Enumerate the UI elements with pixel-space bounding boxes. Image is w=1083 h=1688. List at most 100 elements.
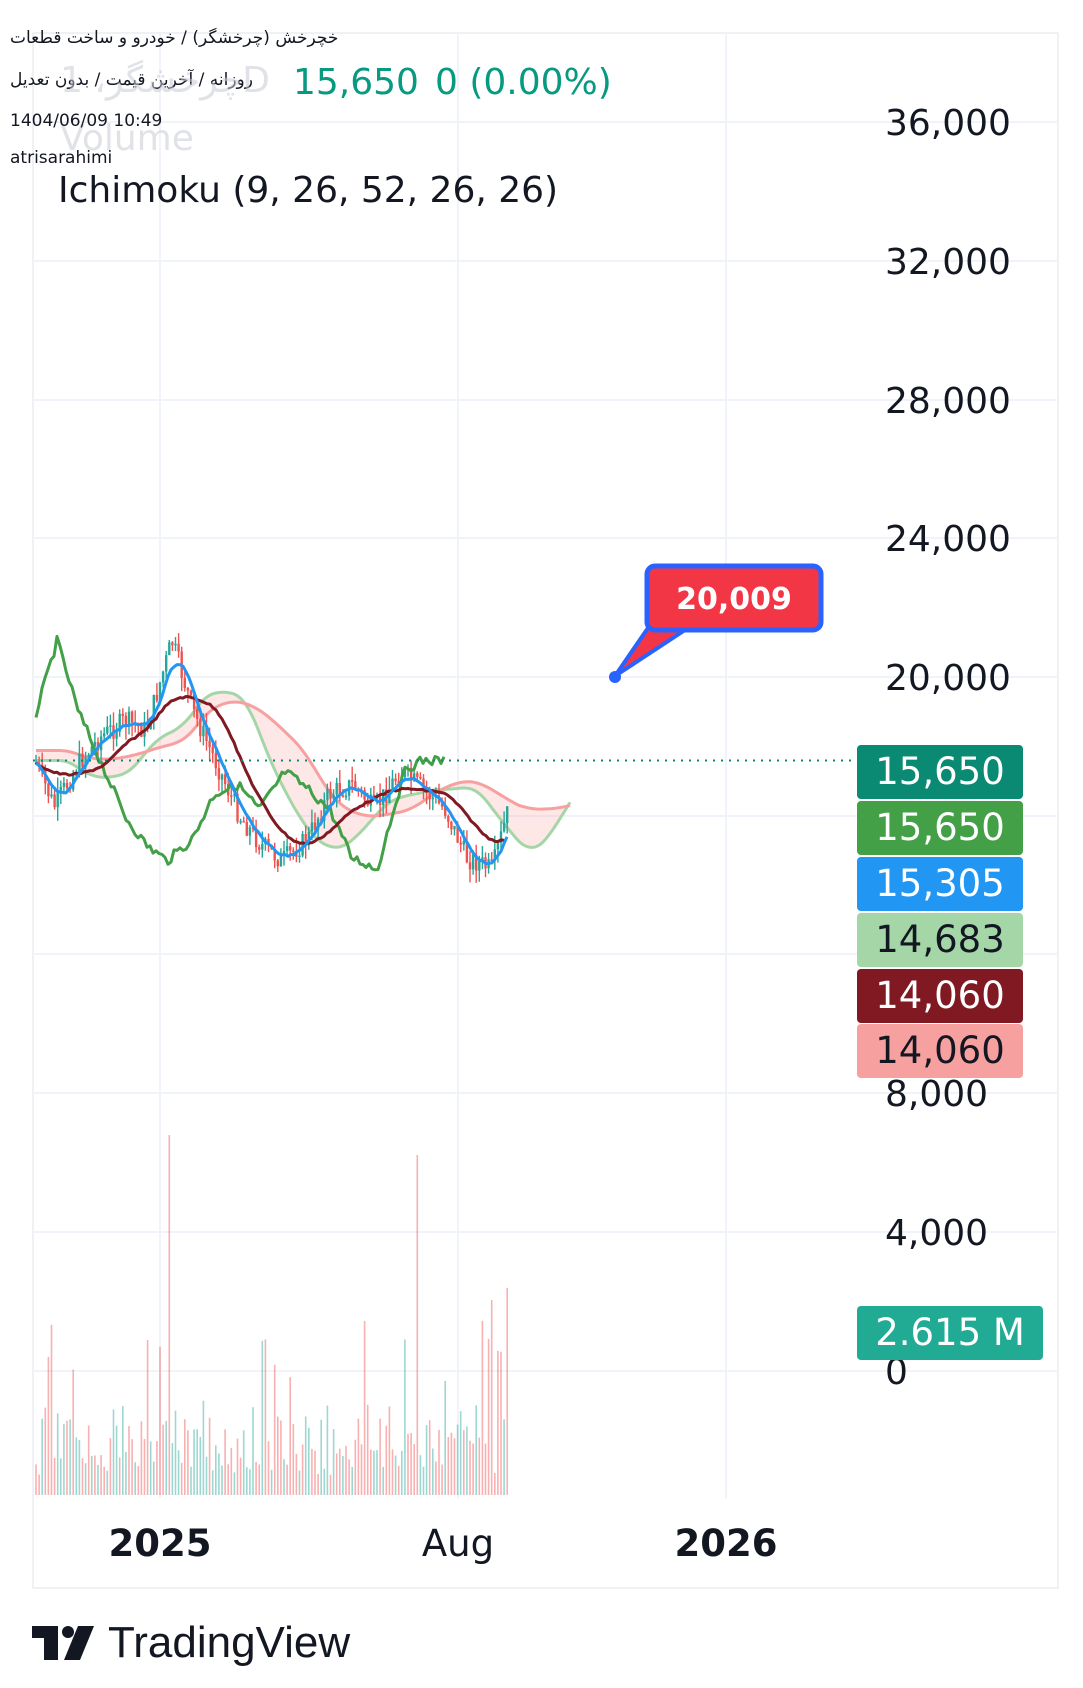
volume-bar	[273, 1364, 276, 1495]
candle-body	[394, 778, 397, 782]
volume-bar	[419, 1455, 422, 1495]
volume-bar	[459, 1411, 462, 1495]
candle-body	[47, 783, 50, 797]
candle-body	[242, 821, 245, 823]
volume-bar	[196, 1429, 198, 1495]
candle-body	[165, 655, 168, 672]
volume-bar	[227, 1464, 229, 1495]
candle-body	[130, 711, 134, 723]
volume-bar	[366, 1404, 369, 1495]
volume-bar	[410, 1433, 412, 1495]
volume-bar	[233, 1472, 236, 1495]
price-tick-label: 28,000	[885, 381, 1011, 422]
volume-bar	[69, 1419, 71, 1495]
volume-bar	[270, 1469, 273, 1495]
volume-bar	[66, 1420, 68, 1495]
volume-bar	[153, 1461, 155, 1495]
volume-bar	[174, 1410, 177, 1495]
volume-bar	[413, 1444, 415, 1495]
volume-bar	[289, 1377, 291, 1495]
candle-body	[502, 823, 506, 832]
candle-body	[329, 789, 332, 799]
annotation-anchor	[609, 671, 621, 683]
volume-bar	[422, 1466, 425, 1495]
author-name: atrisarahimi	[10, 148, 113, 168]
candle-body	[481, 857, 484, 862]
candle-body	[230, 795, 233, 797]
candle-body	[109, 725, 112, 727]
chikou-span-line	[34, 634, 446, 872]
candle-body	[233, 793, 236, 796]
volume-bar	[388, 1406, 391, 1495]
volume-bar	[258, 1464, 260, 1495]
annotation-pointer	[613, 626, 690, 678]
candle-body	[62, 782, 66, 787]
volume-bar	[469, 1440, 471, 1495]
volume-bar	[125, 1451, 127, 1495]
candle-body	[397, 781, 400, 784]
candle-body	[223, 774, 227, 784]
volume-bar	[506, 1287, 508, 1495]
candle-body	[431, 797, 434, 800]
candle-body	[456, 825, 459, 843]
candle-body	[245, 821, 248, 836]
candle-body	[220, 774, 224, 780]
volume-bar	[407, 1433, 409, 1495]
volume-bar	[72, 1369, 74, 1495]
candle-body	[450, 821, 453, 830]
tradingview-wordmark: TradingView	[108, 1618, 351, 1667]
volume-bar	[211, 1470, 214, 1495]
candle-body	[493, 849, 496, 862]
volume-bar	[373, 1450, 375, 1495]
price-annotation[interactable]: 20,009	[609, 563, 824, 683]
candle-body	[118, 713, 121, 732]
volume-bar	[134, 1462, 136, 1495]
volume-bar	[317, 1474, 319, 1495]
volume-tick-label: 0	[885, 1352, 908, 1393]
candle-body	[168, 642, 171, 656]
annotation-box	[644, 563, 824, 633]
candle-body	[471, 854, 475, 870]
volume-bar	[432, 1448, 434, 1495]
candle-body	[403, 769, 407, 778]
volume-bar	[478, 1437, 481, 1495]
volume-bar	[91, 1455, 93, 1495]
volume-bar	[103, 1466, 105, 1495]
volume-bar	[339, 1448, 341, 1495]
volume-bar	[94, 1455, 96, 1495]
volume-bar	[208, 1417, 211, 1495]
volume-bars	[35, 1135, 508, 1495]
volume-bar	[171, 1443, 174, 1495]
candle-body	[298, 855, 301, 858]
volume-bar	[435, 1461, 437, 1495]
time-tick-label: 2026	[675, 1522, 778, 1565]
candle-body	[121, 713, 124, 716]
volume-bar	[193, 1429, 195, 1495]
chart-frame	[32, 32, 1059, 1589]
volume-bar	[320, 1419, 322, 1495]
volume-bar	[146, 1340, 149, 1495]
candle-body	[506, 806, 509, 824]
ichimoku-lines	[34, 634, 509, 872]
volume-bar	[47, 1356, 50, 1495]
volume-bar	[180, 1462, 183, 1495]
volume-bar	[50, 1324, 53, 1495]
volume-bar	[481, 1320, 484, 1495]
candle-body	[323, 800, 326, 821]
volume-bar	[184, 1419, 186, 1495]
volume-bar	[159, 1346, 161, 1495]
candle-body	[354, 781, 357, 790]
volume-bar	[363, 1320, 366, 1495]
candle-body	[115, 731, 118, 739]
study-legend[interactable]: Ichimoku (9, 26, 52, 26, 26)	[58, 170, 559, 211]
candle-body	[152, 694, 155, 723]
volume-bar	[314, 1450, 316, 1495]
volume-bar	[246, 1467, 248, 1495]
volume-bar	[100, 1455, 102, 1495]
volume-bar	[249, 1469, 251, 1495]
candle-body	[53, 794, 56, 808]
tradingview-logo[interactable]: TradingView	[32, 1618, 350, 1668]
volume-bar	[391, 1449, 394, 1495]
candle-body	[189, 690, 193, 695]
